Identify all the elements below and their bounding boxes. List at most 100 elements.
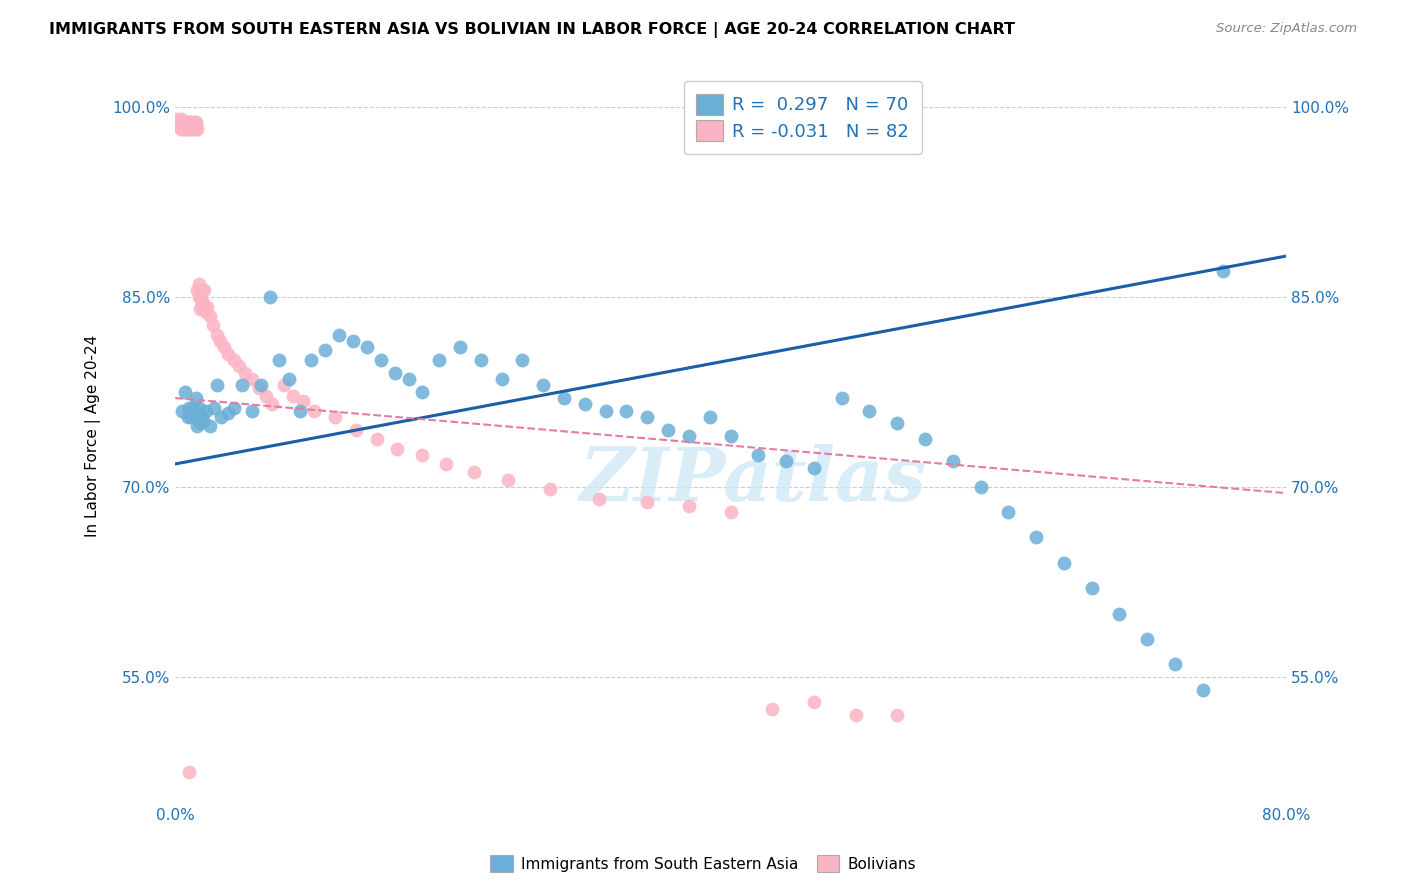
Point [775, 454, 797, 468]
Point [176, 114, 198, 128]
Point [803, 460, 825, 475]
Point [254, 388, 277, 402]
Point [191, 296, 214, 310]
Point [1191, 682, 1213, 697]
Point [198, 419, 221, 434]
Point [398, 372, 420, 386]
Point [283, 388, 305, 402]
Point [356, 340, 378, 354]
Point [366, 432, 388, 446]
Point [498, 474, 520, 488]
Point [470, 353, 492, 368]
Point [997, 505, 1019, 519]
Point [177, 122, 200, 136]
Text: IMMIGRANTS FROM SOUTH EASTERN ASIA VS BOLIVIAN IN LABOR FORCE | AGE 20-24 CORREL: IMMIGRANTS FROM SOUTH EASTERN ASIA VS BO… [49, 22, 1015, 38]
Point [181, 406, 204, 420]
Point [186, 419, 208, 434]
Point [172, 122, 194, 136]
Point [803, 695, 825, 709]
Point [208, 334, 231, 348]
Point [370, 353, 392, 368]
Point [180, 114, 202, 128]
Point [174, 119, 197, 133]
Point [886, 707, 908, 722]
Point [302, 403, 325, 417]
Point [323, 410, 346, 425]
Point [217, 406, 239, 420]
Point [720, 429, 742, 443]
Point [858, 403, 880, 417]
Point [167, 119, 190, 133]
Point [657, 423, 679, 437]
Point [174, 114, 197, 128]
Point [170, 122, 193, 136]
Point [845, 707, 868, 722]
Point [209, 410, 232, 425]
Point [205, 327, 228, 342]
Point [179, 764, 201, 779]
Point [273, 378, 295, 392]
Point [172, 119, 194, 133]
Point [595, 403, 617, 417]
Point [636, 495, 658, 509]
Legend: R =  0.297   N = 70, R = -0.031   N = 82: R = 0.297 N = 70, R = -0.031 N = 82 [683, 81, 922, 153]
Point [179, 122, 201, 136]
Point [969, 480, 991, 494]
Point [174, 384, 197, 399]
Point [538, 483, 561, 497]
Point [831, 391, 853, 405]
Point [198, 309, 221, 323]
Point [201, 318, 224, 332]
Point [636, 410, 658, 425]
Point [1212, 264, 1234, 278]
Point [616, 403, 638, 417]
Point [342, 334, 364, 348]
Point [491, 372, 513, 386]
Point [222, 401, 245, 416]
Point [512, 353, 534, 368]
Point [449, 340, 471, 354]
Text: Source: ZipAtlas.com: Source: ZipAtlas.com [1216, 22, 1357, 36]
Point [720, 505, 742, 519]
Point [195, 300, 218, 314]
Point [699, 410, 721, 425]
Point [411, 384, 433, 399]
Point [176, 122, 198, 136]
Point [186, 283, 208, 297]
Point [914, 432, 936, 446]
Point [314, 343, 336, 357]
Point [188, 417, 211, 431]
Point [1025, 531, 1047, 545]
Point [278, 372, 301, 386]
Point [233, 366, 256, 380]
Point [173, 114, 195, 128]
Point [1080, 581, 1102, 595]
Point [180, 119, 202, 133]
Point [217, 347, 239, 361]
Point [292, 393, 315, 408]
Point [190, 409, 212, 423]
Point [942, 454, 965, 468]
Point [169, 119, 191, 133]
Point [187, 277, 209, 291]
Point [174, 122, 197, 136]
Point [169, 114, 191, 128]
Point [181, 401, 204, 416]
Point [181, 122, 204, 136]
Point [188, 290, 211, 304]
Text: ZIPatlas: ZIPatlas [579, 444, 927, 516]
Point [344, 423, 367, 437]
Point [194, 305, 217, 319]
Point [262, 397, 284, 411]
Point [177, 410, 200, 425]
Point [222, 353, 245, 368]
Point [176, 119, 198, 133]
Point [170, 112, 193, 127]
Point [172, 403, 194, 417]
Point [193, 283, 215, 297]
Point [240, 403, 263, 417]
Point [1164, 657, 1187, 672]
Point [188, 302, 211, 317]
Point [184, 391, 207, 405]
Point [180, 410, 202, 425]
